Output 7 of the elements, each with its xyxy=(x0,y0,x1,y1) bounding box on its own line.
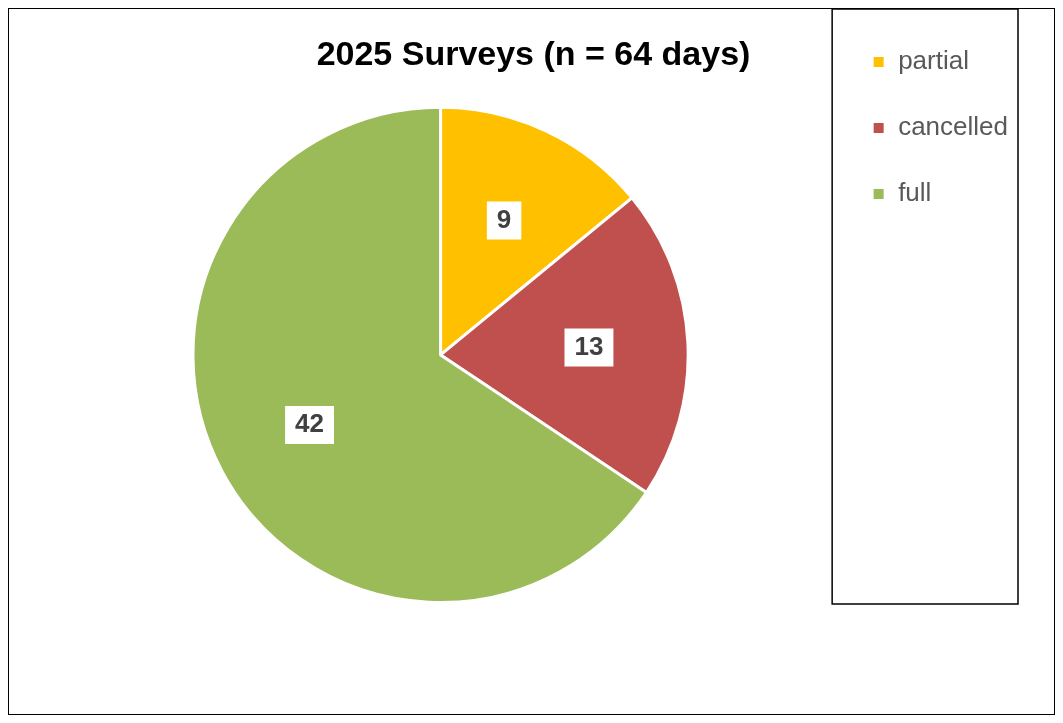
legend-label: full xyxy=(898,177,932,208)
legend-label: cancelled xyxy=(898,111,1009,142)
data-label: 42 xyxy=(295,408,325,439)
legend-label: partial xyxy=(898,45,969,76)
chart-title: 2025 Surveys (n = 64 days) xyxy=(316,33,751,72)
data-label: 13 xyxy=(574,330,604,361)
data-label: 9 xyxy=(496,203,512,234)
